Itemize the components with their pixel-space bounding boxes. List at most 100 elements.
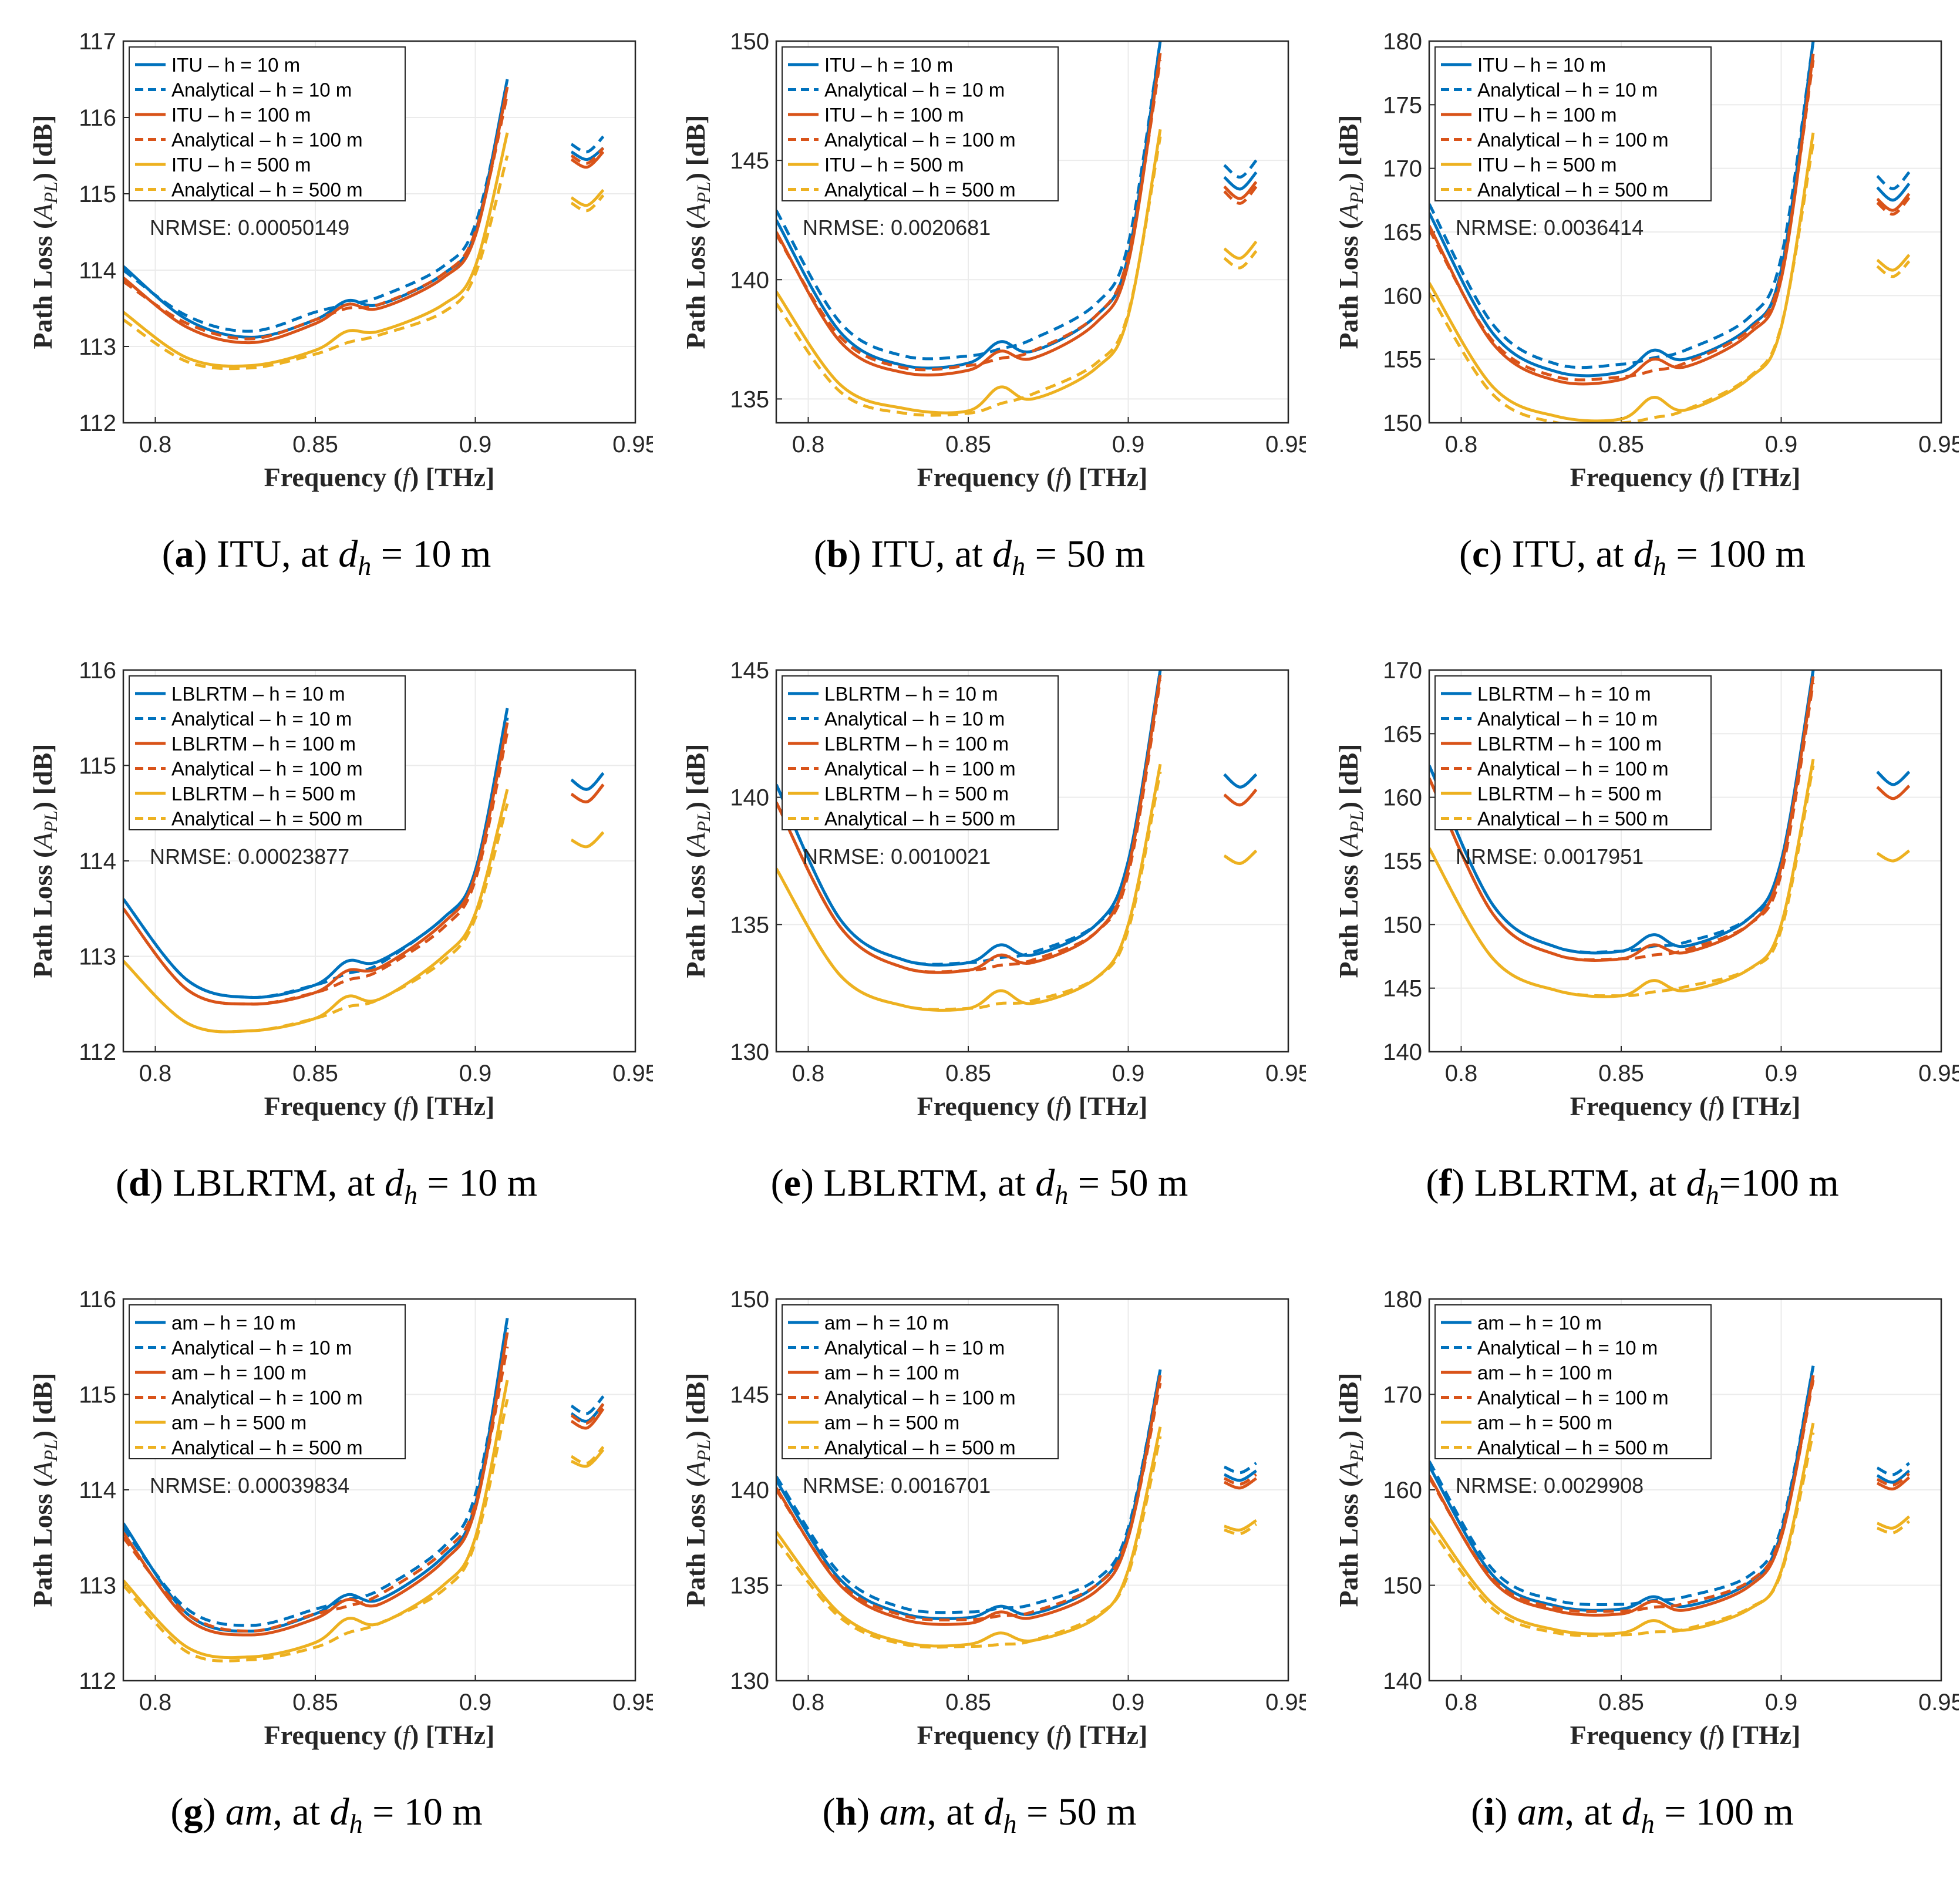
legend-entry: Analytical – h = 500 m xyxy=(171,179,363,201)
legend-entry: Analytical – h = 10 m xyxy=(171,1337,352,1359)
legend-entry: Analytical – h = 100 m xyxy=(824,1387,1016,1409)
series-tail-4 xyxy=(1223,186,1258,205)
series-line-5 xyxy=(123,789,509,1034)
legend-entry: Analytical – h = 100 m xyxy=(1477,129,1669,151)
series-tail-6 xyxy=(570,194,605,213)
y-tick-label: 114 xyxy=(79,1478,116,1503)
chart-panel-d: 0.8 0.85 0.9 0.95 112 113 114 115 116 LBLRTM – h … xyxy=(0,629,653,1258)
y-tick-label: 170 xyxy=(1383,1382,1422,1408)
x-tick-label: 0.85 xyxy=(292,1061,338,1086)
legend-entry: am – h = 100 m xyxy=(824,1362,959,1384)
series-tail-2 xyxy=(570,135,605,154)
legend-box xyxy=(1434,675,1712,830)
legend-box xyxy=(782,46,1059,201)
y-axis-title: Path Loss (APL) [dB] xyxy=(1333,115,1367,349)
series-tail-1 xyxy=(1223,171,1258,191)
series-tail-5 xyxy=(571,1448,605,1468)
legend-entry: Analytical – h = 100 m xyxy=(1477,1387,1669,1409)
x-tick-label: 0.95 xyxy=(1265,1690,1306,1715)
x-tick-label: 0.85 xyxy=(1598,1061,1644,1086)
series-line-3 xyxy=(1429,676,1815,962)
panel-caption: (a) ITU, at dh = 10 m xyxy=(162,533,491,581)
x-tick-label: 0.8 xyxy=(139,432,172,457)
x-tick-label: 0.95 xyxy=(1918,1690,1959,1715)
chart-svg-c: 0.8 0.85 0.9 0.95 150 155 160 165 170 175 180 ITU –… xyxy=(1333,29,1959,581)
legend-entry: Analytical – h = 500 m xyxy=(171,1437,363,1459)
y-tick-label: 115 xyxy=(79,181,116,207)
chart-panel-f: 0.8 0.85 0.9 0.95 140 145 150 155 160 165 170 LBLRT… xyxy=(1306,629,1959,1258)
legend-entry: am – h = 100 m xyxy=(1477,1362,1612,1384)
x-tick-label: 0.8 xyxy=(792,432,825,457)
legend-entry: Analytical – h = 500 m xyxy=(824,179,1016,201)
series-line-5 xyxy=(776,129,1162,415)
y-tick-label: 170 xyxy=(1383,156,1422,182)
series-line-5 xyxy=(1429,759,1815,998)
x-tick-label: 0.8 xyxy=(139,1690,172,1715)
chart-svg-i: 0.8 0.85 0.9 0.95 140 150 160 170 180 am – h = 10… xyxy=(1333,1287,1959,1839)
y-tick-label: 115 xyxy=(79,1382,116,1408)
series-line-4 xyxy=(123,1346,509,1633)
series-tail-4 xyxy=(1224,1473,1257,1486)
series-group xyxy=(123,79,605,371)
x-tick-label: 0.9 xyxy=(1112,1061,1145,1086)
y-tick-label: 180 xyxy=(1383,29,1422,55)
nrmse-annotation: NRMSE: 0.0029908 xyxy=(1456,1473,1644,1497)
y-tick-label: 160 xyxy=(1383,283,1422,309)
series-tail-6 xyxy=(1224,1523,1257,1536)
x-tick-label: 0.95 xyxy=(1265,432,1306,457)
panel-caption: (d) LBLRTM, at dh = 10 m xyxy=(116,1162,537,1210)
y-tick-label: 145 xyxy=(730,658,769,684)
chart-panel-g: 0.8 0.85 0.9 0.95 112 113 114 115 116 am – h = 10… xyxy=(0,1258,653,1887)
legend-box xyxy=(129,675,406,830)
series-group xyxy=(1429,670,1911,998)
x-tick-label: 0.95 xyxy=(1918,1061,1959,1086)
legend-entry: ITU – h = 100 m xyxy=(1477,104,1617,126)
series-line-2 xyxy=(1429,41,1815,369)
y-tick-label: 113 xyxy=(79,1573,116,1599)
y-tick-label: 145 xyxy=(730,1382,769,1408)
series-tail-3 xyxy=(1223,180,1258,200)
series-line-6 xyxy=(776,771,1162,1011)
y-tick-label: 117 xyxy=(79,29,116,55)
y-tick-label: 113 xyxy=(79,334,116,360)
series-line-6 xyxy=(776,1436,1162,1649)
y-tick-label: 155 xyxy=(1383,347,1422,373)
x-tick-label: 0.85 xyxy=(945,1690,991,1715)
y-tick-label: 180 xyxy=(1383,1287,1422,1312)
series-tail-4 xyxy=(570,1403,605,1425)
x-axis-title: Frequency (f) [THz] xyxy=(917,462,1148,492)
chart-panel-a: 0.8 0.85 0.9 0.95 112 113 114 115 116 117 ITU – h … xyxy=(0,0,653,629)
y-tick-label: 116 xyxy=(79,1287,116,1312)
y-axis-title: Path Loss (APL) [dB] xyxy=(1333,1373,1367,1607)
panel-caption: (b) ITU, at dh = 50 m xyxy=(814,533,1145,581)
legend-box xyxy=(1434,46,1712,201)
legend-entry: Analytical – h = 500 m xyxy=(824,1437,1016,1459)
series-group xyxy=(123,708,605,1034)
series-line-5 xyxy=(1429,1422,1815,1636)
x-tick-label: 0.95 xyxy=(1918,432,1959,457)
legend-entry: Analytical – h = 100 m xyxy=(824,129,1016,151)
x-tick-label: 0.85 xyxy=(292,432,338,457)
legend-entry: ITU – h = 10 m xyxy=(824,54,953,76)
x-tick-label: 0.8 xyxy=(1445,1061,1478,1086)
series-tail-2 xyxy=(1876,770,1911,786)
axes-box xyxy=(1428,669,1942,1053)
series-tail-6 xyxy=(570,1446,605,1465)
series-group xyxy=(776,670,1258,1012)
x-tick-label: 0.95 xyxy=(612,1061,653,1086)
series-tail-5 xyxy=(1876,254,1911,272)
series-line-4 xyxy=(776,679,1162,974)
legend-entry: Analytical – h = 500 m xyxy=(1477,179,1669,201)
x-tick-label: 0.8 xyxy=(792,1061,825,1086)
x-tick-label: 0.9 xyxy=(459,1690,492,1715)
panel-caption: (h) am, at dh = 50 m xyxy=(822,1791,1136,1839)
y-tick-label: 140 xyxy=(1383,1039,1422,1065)
legend-entry: LBLRTM – h = 100 m xyxy=(171,733,356,755)
axes-box xyxy=(775,40,1289,424)
y-tick-label: 145 xyxy=(1383,976,1422,1002)
x-tick-label: 0.9 xyxy=(1765,1690,1798,1715)
series-line-4 xyxy=(776,60,1162,372)
x-tick-label: 0.9 xyxy=(1112,1690,1145,1715)
legend-entry: LBLRTM – h = 500 m xyxy=(171,783,356,805)
